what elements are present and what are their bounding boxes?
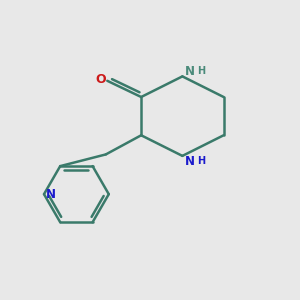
Text: N: N — [185, 155, 195, 168]
Text: H: H — [197, 66, 205, 76]
Text: O: O — [95, 73, 106, 86]
Text: H: H — [197, 156, 205, 166]
Text: N: N — [185, 64, 195, 78]
Text: N: N — [46, 188, 56, 201]
